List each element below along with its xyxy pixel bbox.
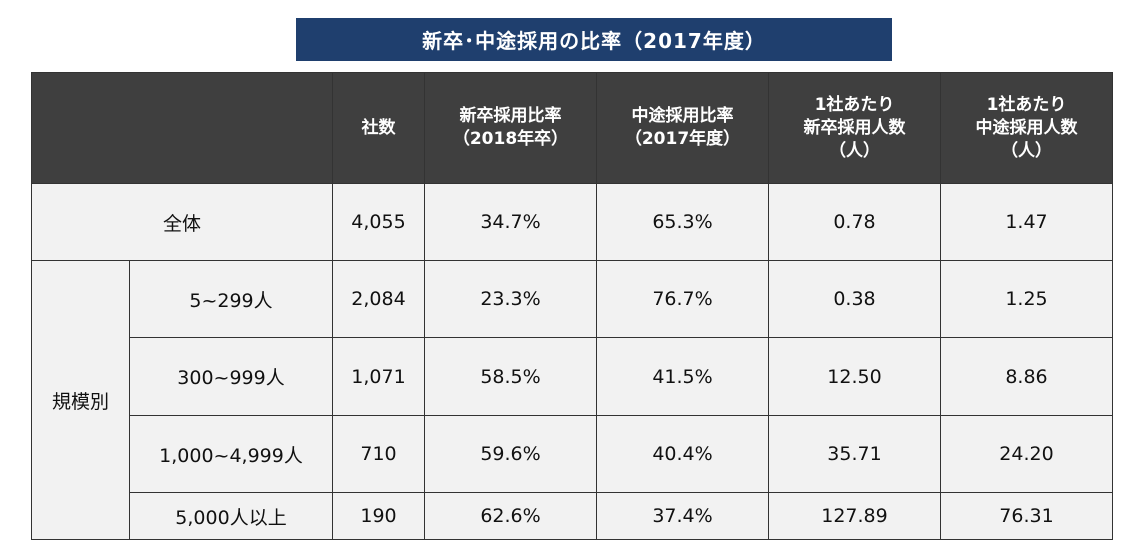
companies-cell: 1,071 [332,337,425,416]
table-row-total: 全体 4,055 34.7% 65.3% 0.78 1.47 [31,183,1113,261]
table-row: 300~999人 1,071 58.5% 41.5% 12.50 8.86 [32,337,1113,416]
mid-career-ratio-cell: 76.7% [596,260,769,338]
data-table: 社数 新卒採用比率 （2018年卒） 中途採用比率 （2017年度） 1社あたり… [31,72,1113,540]
header-cell-mid-career-ratio: 中途採用比率 （2017年度） [596,72,769,184]
companies-cell: 710 [332,415,425,493]
group-label-cell: 規模別 [31,260,130,540]
header-cell-mid-career-per-company: 1社あたり 中途採用人数 （人） [940,72,1113,184]
mid-career-per-company-cell: 8.86 [940,337,1113,416]
header-cell-new-grad-ratio: 新卒採用比率 （2018年卒） [424,72,597,184]
header-cell-new-grad-per-company: 1社あたり 新卒採用人数 （人） [768,72,941,184]
header-new-grad-per-company-line1: 1社あたり [814,94,895,115]
header-mid-career-per-company-line3: （人） [1001,140,1052,161]
new-grad-ratio-cell: 58.5% [424,337,597,416]
new-grad-per-company-cell: 127.89 [768,492,941,540]
header-cell-label [31,72,333,184]
size-label-cell: 5,000人以上 [129,492,333,540]
header-companies-text: 社数 [361,117,396,138]
total-mid-career-per-company-cell: 1.47 [940,183,1113,261]
size-label-cell: 1,000~4,999人 [129,415,333,493]
header-new-grad-per-company-line3: （人） [829,140,880,161]
mid-career-per-company-cell: 24.20 [940,415,1113,493]
chart-title: 新卒･中途採用の比率（2017年度） [296,18,892,61]
header-new-grad-per-company-line2: 新卒採用人数 [803,117,906,138]
header-mid-career-per-company-line2: 中途採用人数 [975,117,1078,138]
mid-career-ratio-cell: 37.4% [596,492,769,540]
new-grad-ratio-cell: 62.6% [424,492,597,540]
total-new-grad-ratio-cell: 34.7% [424,183,597,261]
companies-cell: 2,084 [332,260,425,338]
new-grad-ratio-cell: 59.6% [424,415,597,493]
new-grad-per-company-cell: 35.71 [768,415,941,493]
new-grad-ratio-cell: 23.3% [424,260,597,338]
header-new-grad-ratio-line2: （2018年卒） [452,129,569,149]
mid-career-per-company-cell: 1.25 [940,260,1113,338]
mid-career-per-company-cell: 76.31 [940,492,1113,540]
mid-career-ratio-cell: 41.5% [596,337,769,416]
header-cell-companies: 社数 [332,72,425,184]
table-row: 1,000~4,999人 710 59.6% 40.4% 35.71 24.20 [32,415,1113,493]
header-mid-career-ratio-line2: （2017年度） [624,129,741,149]
total-mid-career-ratio-cell: 65.3% [596,183,769,261]
table-row: 5,000人以上 190 62.6% 37.4% 127.89 76.31 [32,492,1113,540]
total-label-cell: 全体 [31,183,333,261]
header-mid-career-ratio-line1: 中途採用比率 [631,106,734,126]
total-new-grad-per-company-cell: 0.78 [768,183,941,261]
size-label-cell: 5~299人 [129,260,333,338]
header-new-grad-ratio-line1: 新卒採用比率 [459,106,562,126]
table-row: 規模別 5~299人 2,084 23.3% 76.7% 0.38 1.25 [31,260,1113,540]
mid-career-ratio-cell: 40.4% [596,415,769,493]
new-grad-per-company-cell: 0.38 [768,260,941,338]
header-mid-career-per-company-line1: 1社あたり [986,94,1067,115]
total-companies-cell: 4,055 [332,183,425,261]
header-row: 社数 新卒採用比率 （2018年卒） 中途採用比率 （2017年度） 1社あたり… [31,72,1113,184]
new-grad-per-company-cell: 12.50 [768,337,941,416]
companies-cell: 190 [332,492,425,540]
size-label-cell: 300~999人 [129,337,333,416]
